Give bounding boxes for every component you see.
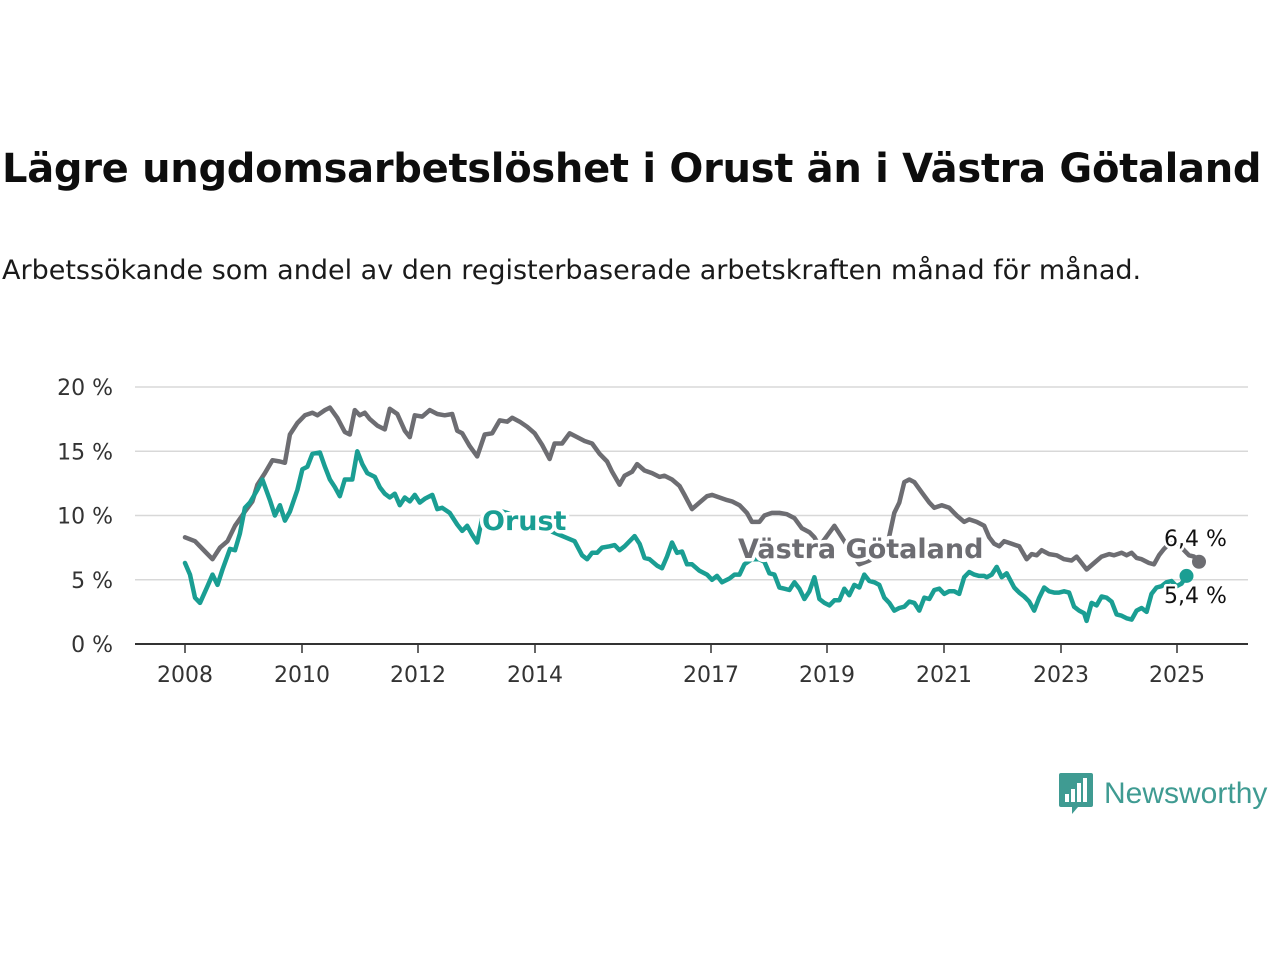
line-chart: 0 %5 %10 %15 %20 % 2008 2010 2012 2014 2017 2…	[57, 376, 1248, 688]
brand-name: Newsworthy	[1104, 777, 1268, 810]
x-tick-label: 2017	[683, 663, 739, 688]
series-line-orust	[182, 449, 1189, 624]
series-end-point	[1192, 554, 1206, 569]
x-tick-label: 2012	[390, 663, 446, 688]
series-lines	[182, 405, 1206, 624]
newsworthy-logo: Newsworthy	[1058, 772, 1267, 816]
bar-chart-speech-bubble-icon	[1059, 773, 1093, 814]
x-tick-label: 2008	[157, 663, 213, 688]
y-tick-label: 15 %	[57, 440, 113, 465]
x-tick-label: 2021	[916, 663, 972, 688]
end-value-vastra-gotaland: 6,4 %	[1164, 527, 1227, 552]
end-value-orust: 5,4 %	[1164, 584, 1227, 609]
x-tick-label: 2010	[274, 663, 330, 688]
x-tick-label: 2014	[507, 663, 563, 688]
x-tick-label: 2025	[1149, 663, 1205, 688]
x-tick-label: 2023	[1033, 663, 1089, 688]
series-label-vastra-gotaland: Västra Götaland	[738, 534, 983, 565]
x-tick-label: 2019	[799, 663, 855, 688]
series-end-point	[1179, 568, 1194, 583]
chart-subtitle: Arbetssökande som andel av den registerb…	[2, 255, 1142, 286]
y-tick-label: 20 %	[57, 376, 113, 401]
y-axis-ticks: 0 % 5 % 10 % 15 % 20 %	[57, 376, 113, 658]
series-labels: Västra Götaland Orust 6,4 % 5,4 %	[479, 503, 1230, 612]
chart-title: Lägre ungdomsarbetslöshet i Orust än i V…	[2, 146, 1262, 192]
series-label-orust: Orust	[482, 506, 567, 537]
series-line-vastra-gotaland	[182, 405, 1202, 572]
y-tick-label: 10 %	[57, 505, 113, 530]
y-tick-label: 5 %	[71, 569, 113, 594]
y-tick-label: 0 %	[71, 633, 113, 658]
x-axis: 2008 2010 2012 2014 2017 2019 2021 2023 2025	[135, 643, 1248, 688]
